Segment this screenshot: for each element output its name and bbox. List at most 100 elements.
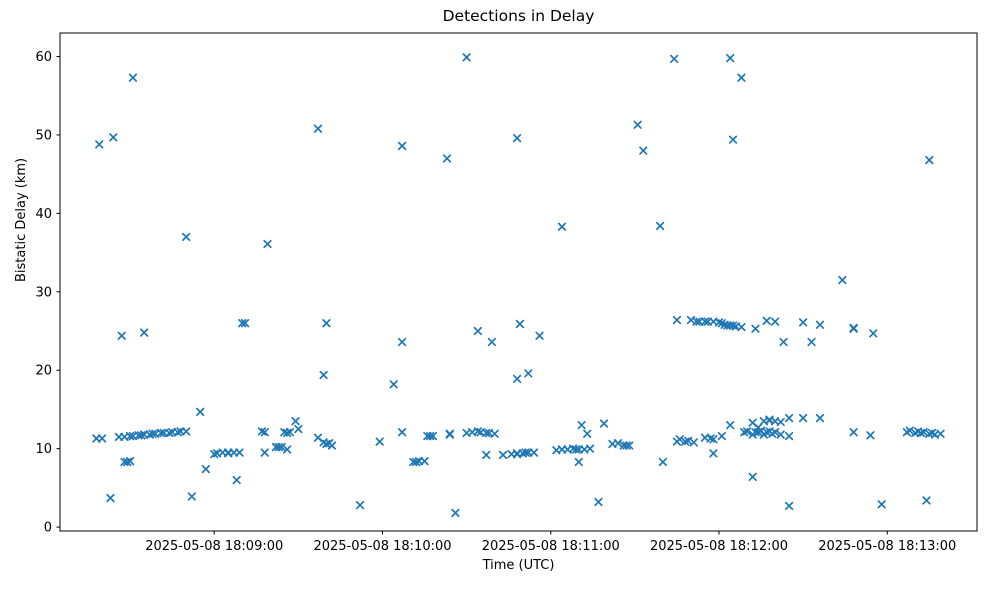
data-point-marker	[95, 140, 104, 149]
data-point-marker	[737, 73, 746, 82]
data-point-marker	[397, 428, 407, 437]
data-point-marker	[574, 445, 583, 454]
y-tick-label: 20	[35, 364, 52, 379]
data-point-marker	[583, 429, 592, 438]
data-point-marker	[182, 427, 191, 436]
data-point-marker	[849, 323, 858, 333]
data-point-marker	[557, 222, 567, 231]
data-point-marker	[106, 493, 115, 503]
data-point-marker	[313, 124, 323, 133]
data-point-marker	[922, 496, 931, 505]
data-point-marker	[168, 428, 177, 437]
data-point-marker	[669, 54, 679, 64]
data-point-marker	[451, 508, 460, 518]
data-point-marker	[294, 424, 303, 434]
data-point-marker	[291, 417, 300, 426]
data-point-marker	[156, 428, 166, 438]
data-point-marker	[512, 374, 522, 384]
data-point-marker	[319, 370, 328, 380]
data-point-marker	[726, 53, 735, 63]
y-tick-label: 40	[35, 207, 52, 222]
y-tick-label: 60	[35, 50, 52, 65]
data-point-marker	[692, 317, 701, 326]
data-point-marker	[114, 432, 124, 442]
data-point-marker	[97, 434, 107, 443]
data-point-marker	[487, 337, 497, 347]
data-point-marker	[125, 457, 135, 466]
data-point-marker	[139, 328, 149, 337]
data-point-marker	[689, 438, 698, 447]
data-point-marker	[703, 317, 712, 326]
data-point-marker	[776, 417, 785, 427]
data-point-marker	[779, 337, 788, 347]
data-point-marker	[482, 428, 491, 438]
x-tick-label: 2025-05-08 18:13:00	[818, 539, 956, 554]
data-point-marker	[182, 232, 191, 242]
data-point-marker	[196, 407, 205, 416]
data-point-marker	[232, 475, 241, 485]
data-point-marker	[557, 445, 567, 454]
data-point-marker	[709, 449, 718, 458]
data-point-marker	[397, 141, 407, 151]
data-point-marker	[397, 337, 407, 347]
x-tick-label: 2025-05-08 18:10:00	[313, 539, 451, 554]
data-point-marker	[700, 317, 710, 326]
data-point-marker	[770, 317, 780, 326]
data-point-marker	[535, 331, 544, 340]
data-point-marker	[613, 439, 623, 448]
data-point-marker	[770, 428, 780, 437]
data-point-marker	[238, 319, 247, 328]
data-point-marker	[815, 320, 825, 329]
y-tick-label: 30	[35, 285, 52, 300]
data-point-marker	[838, 275, 847, 285]
data-point-marker	[490, 429, 499, 438]
data-point-marker	[599, 419, 609, 428]
data-point-marker	[235, 448, 244, 457]
data-point-marker	[877, 500, 886, 509]
data-point-marker	[815, 413, 825, 423]
data-point-marker	[473, 326, 482, 336]
data-point-marker	[762, 316, 771, 325]
data-point-marker	[622, 441, 631, 450]
data-point-marker	[524, 448, 533, 457]
data-point-marker	[571, 445, 581, 454]
data-point-marker	[512, 133, 522, 143]
y-tick-label: 0	[44, 521, 52, 536]
data-point-marker	[748, 472, 757, 482]
data-point-marker	[709, 435, 718, 444]
data-point-marker	[577, 420, 586, 430]
data-point-marker	[784, 413, 794, 423]
data-point-marker	[717, 431, 726, 441]
data-point-marker	[655, 221, 665, 231]
x-tick-label: 2025-05-08 18:12:00	[650, 539, 788, 554]
data-point-marker	[327, 441, 337, 450]
y-tick-label: 10	[35, 442, 52, 457]
data-point-marker	[776, 430, 785, 439]
data-point-marker	[737, 322, 746, 332]
data-point-marker	[128, 73, 138, 82]
x-tick-label: 2025-05-08 18:11:00	[482, 539, 620, 554]
data-point-marker	[798, 318, 808, 327]
data-point-marker	[125, 431, 135, 441]
data-point-marker	[905, 426, 914, 435]
data-point-marker	[807, 337, 816, 347]
data-point-marker	[515, 319, 525, 329]
data-point-marker	[201, 464, 210, 474]
data-point-marker	[585, 444, 595, 453]
data-point-marker	[695, 317, 704, 326]
data-point-marker	[594, 497, 603, 507]
data-point-marker	[619, 441, 628, 450]
data-point-marker	[176, 427, 185, 436]
data-point-marker	[285, 428, 295, 437]
data-point-marker	[389, 380, 398, 389]
data-point-marker	[866, 431, 875, 440]
data-point-marker	[375, 437, 384, 446]
data-point-marker	[224, 448, 233, 457]
data-point-marker	[639, 146, 648, 155]
data-point-marker	[426, 431, 435, 441]
data-point-marker	[159, 428, 168, 438]
data-point-marker	[723, 321, 732, 330]
data-point-marker	[925, 155, 934, 165]
